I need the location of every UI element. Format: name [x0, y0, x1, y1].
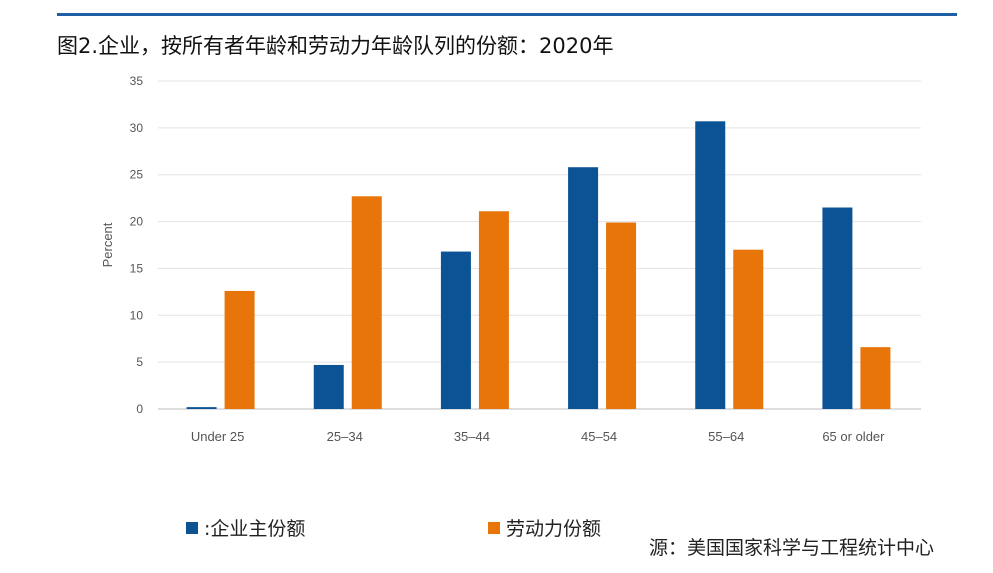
title-rule: [57, 13, 957, 16]
bar-business-share: [695, 121, 726, 409]
x-tick-label: 45–54: [581, 429, 617, 444]
bar-labor-share: [224, 290, 255, 409]
bar-labor-share: [478, 211, 509, 409]
legend-item-labor: 劳动力份额: [488, 514, 601, 541]
y-tick-label: 15: [130, 261, 144, 275]
bar-business-share: [568, 167, 599, 409]
y-tick-label: 25: [130, 168, 144, 182]
legend-swatch-business: [186, 521, 198, 534]
y-tick-label: 0: [136, 402, 143, 416]
x-tick-label: 65 or older: [822, 429, 885, 444]
x-tick-label: 55–64: [708, 429, 744, 444]
bar-business-share: [822, 207, 853, 409]
y-axis-label: Percent: [100, 222, 115, 267]
legend-label-business: :企业主份额: [204, 518, 306, 540]
y-tick-label: 5: [136, 355, 143, 369]
bar-business-share: [186, 407, 217, 409]
x-tick-label: 35–44: [454, 429, 490, 444]
source-note: 源：美国国家科学与工程统计中心: [649, 537, 935, 559]
bar-business-share: [313, 364, 344, 409]
y-tick-label: 35: [130, 74, 144, 88]
bar-labor-share: [860, 347, 891, 409]
chart-title: 图2.企业，按所有者年龄和劳动力年龄队列的份额：2020年: [57, 34, 614, 58]
bar-labor-share: [606, 222, 637, 409]
x-tick-label: 25–34: [327, 429, 363, 444]
bar-labor-share: [351, 196, 382, 409]
bar-chart: 0 5 10 15 20 25 30 35 Percent Under 25 25–34 35–44 4…: [100, 74, 921, 444]
legend-label-labor: 劳动力份额: [506, 518, 602, 540]
legend-swatch-labor: [488, 521, 500, 534]
y-tick-label: 10: [130, 308, 144, 322]
bar-business-share: [440, 251, 471, 409]
y-tick-label: 20: [130, 215, 144, 229]
x-tick-label: Under 25: [191, 429, 244, 444]
legend-item-business: :企业主份额: [186, 514, 305, 541]
y-tick-label: 30: [130, 121, 144, 135]
bar-labor-share: [733, 249, 764, 409]
